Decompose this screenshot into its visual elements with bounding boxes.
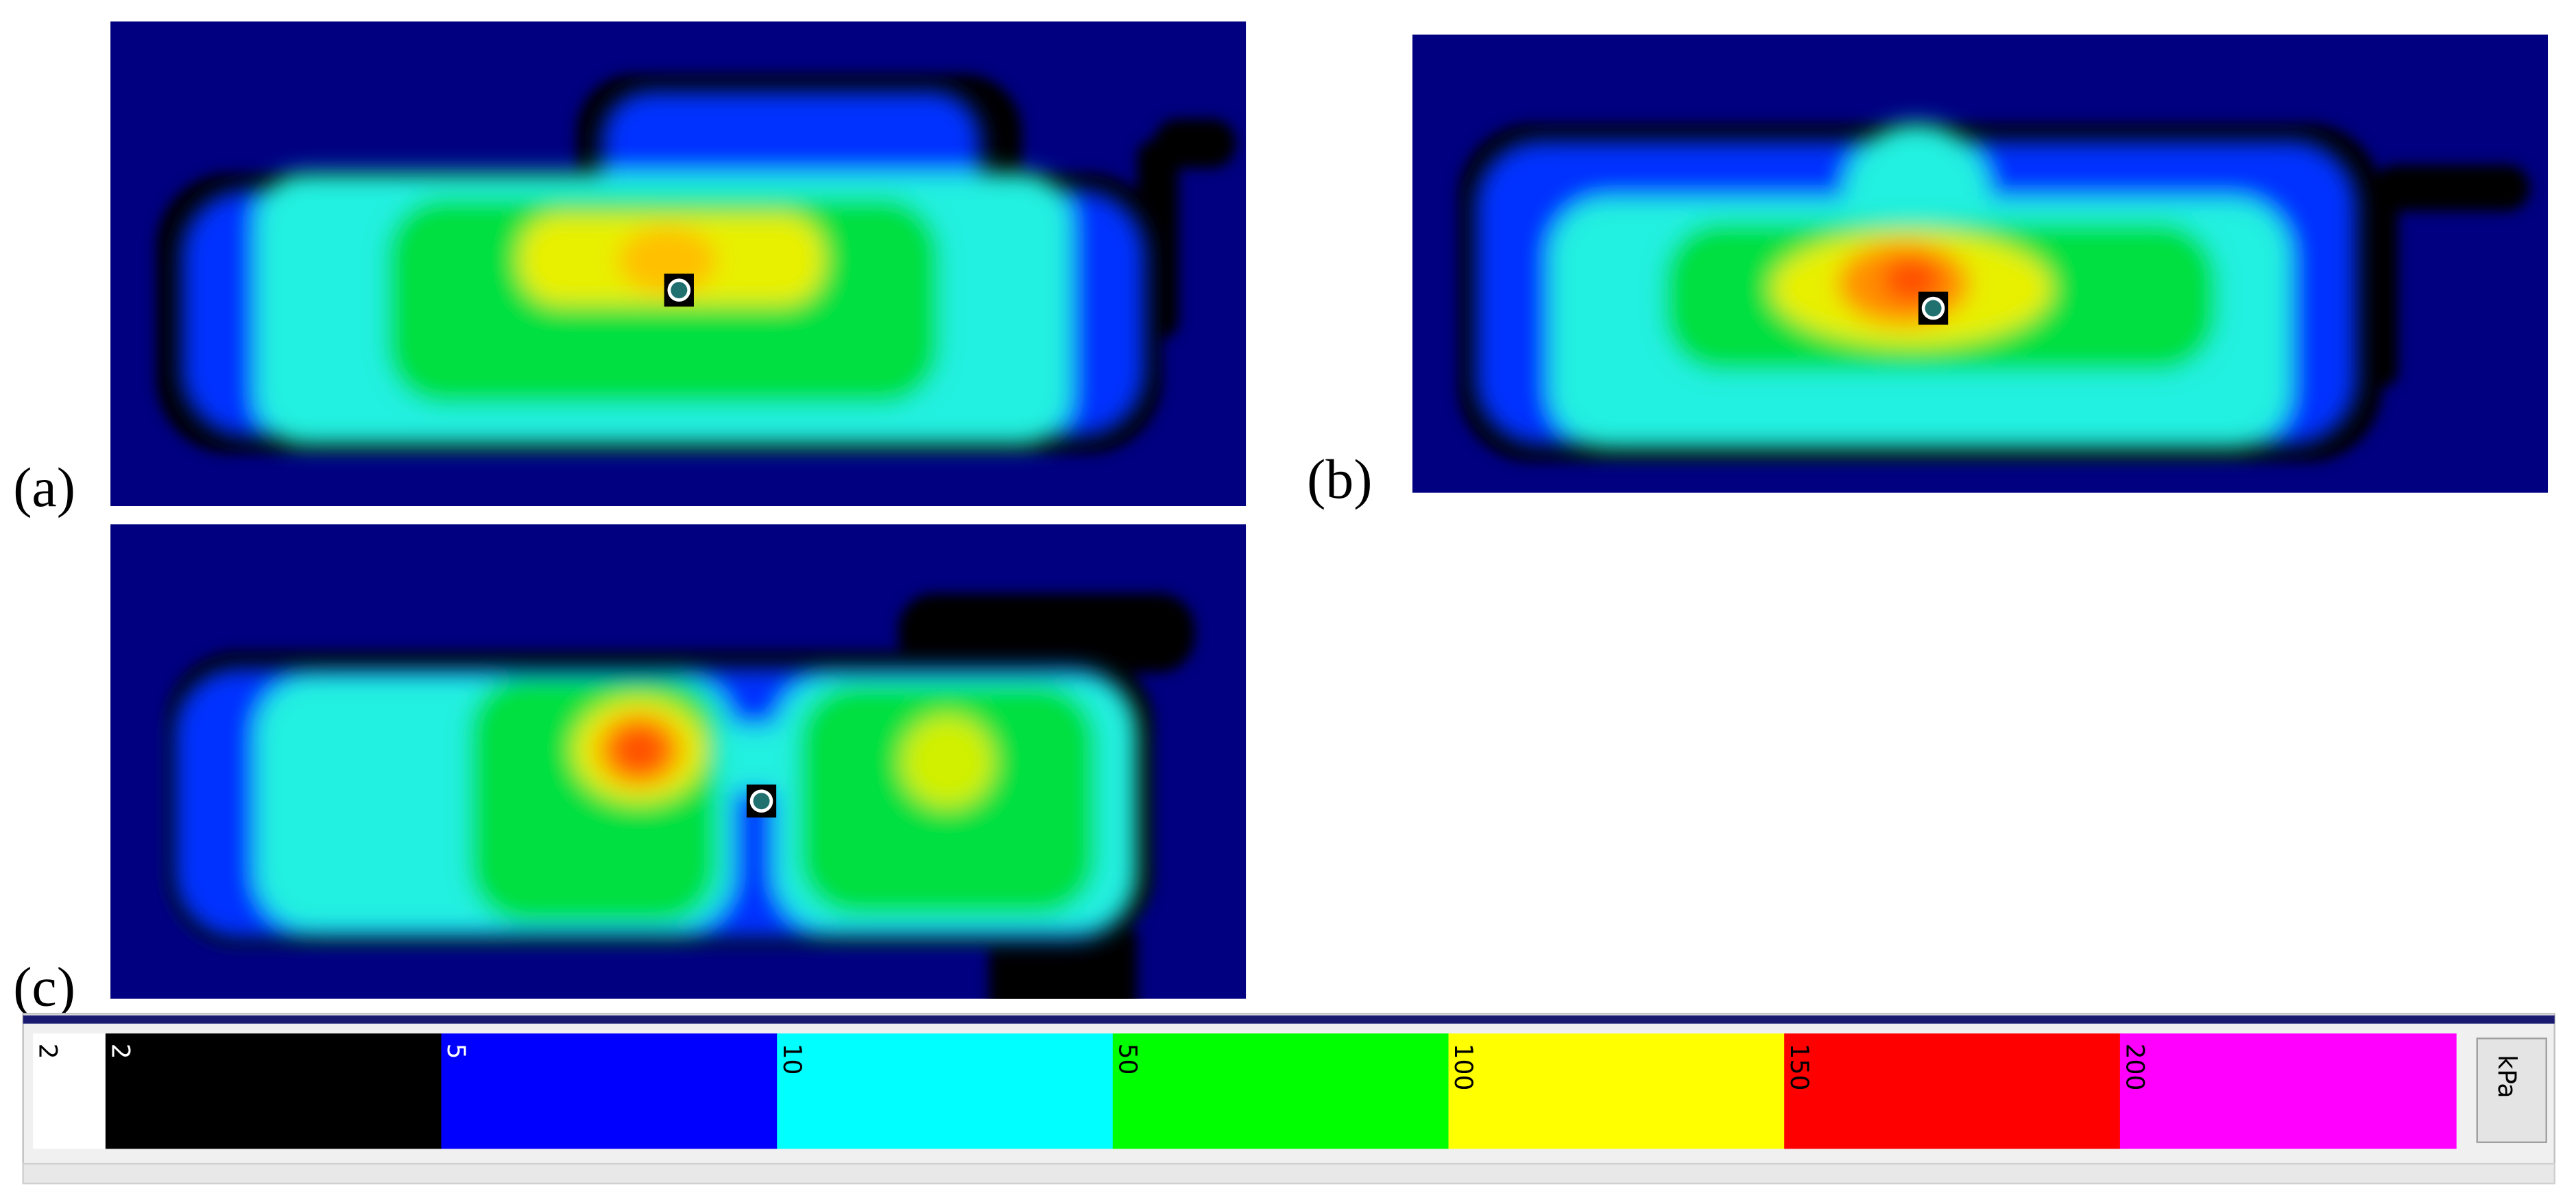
legend-swatch xyxy=(1448,1033,1785,1149)
legend-label: 5 xyxy=(442,1044,470,1059)
legend-min-label: 2 xyxy=(34,1044,62,1059)
legend-swatch xyxy=(1784,1033,2121,1149)
pressure-map-b xyxy=(1412,34,2549,493)
legend-swatch xyxy=(105,1033,442,1149)
panel-label: (c) xyxy=(13,955,75,1018)
legend-label: 10 xyxy=(778,1044,806,1075)
pressure-map-a xyxy=(110,21,1247,506)
legend-swatch xyxy=(441,1033,778,1149)
color-legend: 2 kPa 2 5 10 50 100 150 200 xyxy=(22,1013,2555,1185)
legend-swatch xyxy=(2119,1033,2457,1149)
legend-label: 200 xyxy=(2120,1044,2149,1091)
legend-label: 100 xyxy=(1449,1044,1478,1091)
panel-label: (b) xyxy=(1307,448,1372,510)
legend-label: 2 xyxy=(106,1044,134,1059)
legend-swatch xyxy=(777,1033,1114,1149)
pressure-map-c xyxy=(110,524,1247,999)
unit-label[interactable]: kPa xyxy=(2492,1055,2521,1098)
legend-label: 150 xyxy=(1785,1044,1814,1091)
legend-label: 50 xyxy=(1113,1044,1142,1075)
legend-swatch xyxy=(1112,1033,1449,1149)
unit-button[interactable] xyxy=(2476,1037,2547,1144)
panel-label: (a) xyxy=(13,456,75,518)
